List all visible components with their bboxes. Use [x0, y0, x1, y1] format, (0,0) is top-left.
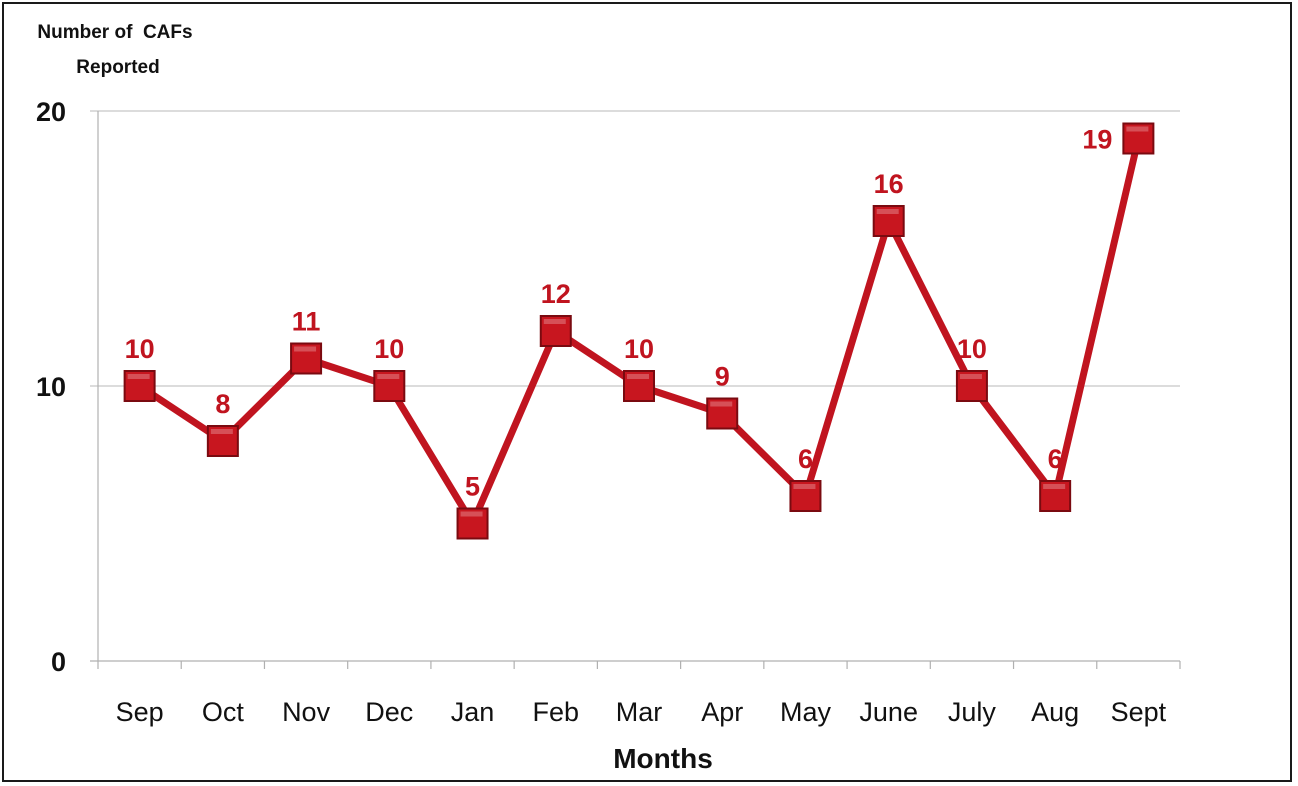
series-line: [136, 135, 1142, 527]
data-point-highlight: [543, 319, 566, 324]
x-tick-label: Dec: [365, 697, 413, 727]
y-tick-label: 20: [36, 97, 66, 127]
data-point-july: [955, 370, 988, 402]
data-point-mar: [623, 370, 655, 402]
data-label: 10: [125, 334, 155, 364]
data-point-apr: [706, 397, 739, 430]
x-tick-label: July: [948, 697, 997, 727]
y-tick-label: 10: [36, 372, 66, 402]
x-tick-label: Oct: [202, 697, 245, 727]
x-tick-label: Mar: [616, 697, 663, 727]
x-tick-label: Aug: [1031, 697, 1079, 727]
data-point-highlight: [710, 401, 733, 407]
data-point-oct: [206, 425, 239, 457]
data-point-aug: [1039, 480, 1072, 512]
y-tick-label: 0: [51, 647, 66, 677]
x-tick-label: Sep: [116, 697, 164, 727]
y-axis-title-line-1: Number of CAFs: [37, 22, 192, 43]
data-point-may: [789, 480, 822, 512]
data-label: 19: [1082, 125, 1112, 155]
data-point-dec: [373, 370, 406, 402]
x-tick-labels: Sep Oct Nov Dec Jan Feb Mar Apr May June July Aug Se…: [116, 697, 1167, 727]
data-point-feb: [539, 315, 572, 347]
data-labels: 10 8 11 10 5 12 10 9 6 16 10 6 19: [125, 125, 1113, 502]
x-axis-title: Months: [613, 743, 713, 774]
data-point-sept: [1122, 122, 1155, 155]
data-point-nov: [290, 342, 323, 375]
data-point-june: [872, 205, 905, 237]
series-markers: [123, 122, 1155, 540]
data-label: 6: [798, 444, 813, 474]
data-point-highlight: [876, 209, 899, 214]
x-tick-label: Jan: [451, 697, 495, 727]
data-label: 10: [374, 334, 404, 364]
series-cafs: [136, 135, 1142, 527]
data-point-highlight: [627, 374, 649, 379]
y-axis-title: Number of CAFs Reported: [37, 22, 192, 78]
data-label: 11: [292, 307, 321, 337]
data-point-highlight: [959, 374, 982, 379]
data-label: 9: [715, 362, 730, 392]
data-label: 8: [215, 389, 230, 419]
data-label: 10: [624, 334, 654, 364]
data-label: 6: [1048, 444, 1063, 474]
data-label: 10: [957, 334, 987, 364]
y-tick-labels: 0 10 20: [36, 97, 66, 677]
x-tick-label: June: [859, 697, 918, 727]
data-point-highlight: [793, 484, 816, 489]
axes: [97, 111, 1181, 669]
x-tick-label: Sept: [1111, 697, 1167, 727]
data-label: 12: [541, 279, 571, 309]
data-label: 16: [874, 169, 904, 199]
data-point-highlight: [460, 511, 483, 517]
data-point-sep: [123, 370, 156, 402]
y-axis-title-line-2: Reported: [76, 57, 159, 78]
x-tick-label: Feb: [533, 697, 580, 727]
data-point-highlight: [127, 374, 150, 379]
x-tick-label: Apr: [701, 697, 743, 727]
x-tick-label: Nov: [282, 697, 331, 727]
data-point-highlight: [294, 346, 317, 352]
data-point-highlight: [377, 374, 400, 379]
data-point-highlight: [1043, 484, 1066, 489]
x-tick-label: May: [780, 697, 832, 727]
data-label: 5: [465, 472, 480, 502]
data-point-highlight: [1126, 126, 1149, 132]
data-point-jan: [456, 507, 489, 540]
data-point-highlight: [210, 429, 233, 434]
